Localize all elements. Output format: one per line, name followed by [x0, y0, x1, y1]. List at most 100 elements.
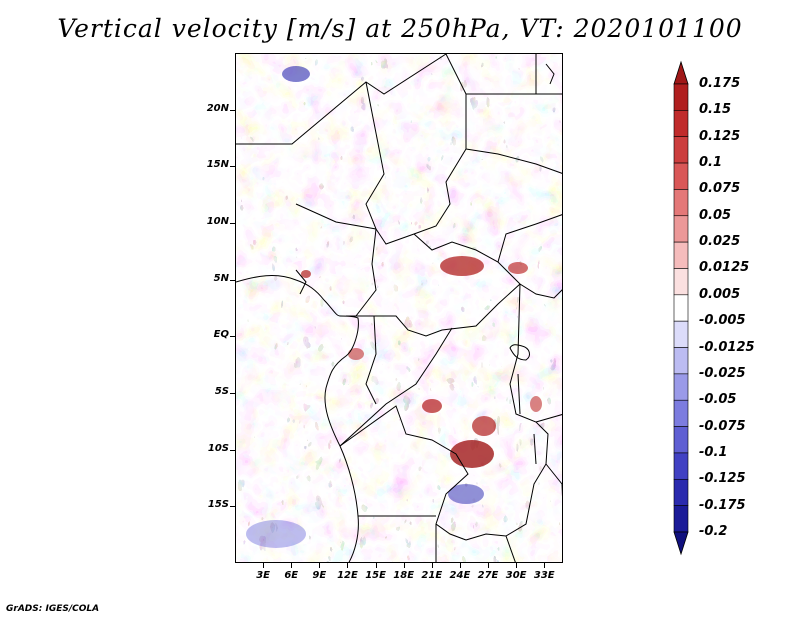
- colorbar-segment: [673, 189, 689, 217]
- longitude-tick-label: 21E: [421, 570, 443, 581]
- colorbar-tick-label: -0.025: [699, 365, 746, 381]
- colorbar-tick-label: 0.005: [699, 286, 741, 302]
- border-angola: [339, 405, 469, 541]
- colorbar-segment: [673, 399, 689, 427]
- border-congo-gabon: [365, 315, 377, 405]
- border-drc-west: [339, 327, 453, 447]
- updraft-cell: [348, 348, 364, 360]
- updraft-cell: [472, 416, 496, 436]
- colorbar-tick-label: 0.025: [699, 234, 741, 250]
- map-panel: [235, 53, 563, 563]
- colorbar-segment: [673, 347, 689, 375]
- latitude-tick-label: EQ: [213, 329, 229, 341]
- colorbar-tick-label: 0.125: [699, 128, 741, 144]
- border-chad: [375, 54, 467, 245]
- downdraft-cell: [246, 520, 306, 548]
- colorbar-tick-label: -0.005: [699, 313, 746, 329]
- colorbar-segment: [673, 162, 689, 190]
- colorbar-tick-label: -0.2: [699, 524, 728, 539]
- border-sahel: [295, 203, 377, 230]
- colorbar-tick-label: -0.0125: [699, 339, 755, 355]
- colorbar-segment: [673, 136, 689, 164]
- longitude-tick: [291, 563, 293, 568]
- longitude-tick-label: 6E: [284, 570, 299, 581]
- border-south-sudan: [497, 214, 562, 263]
- longitude-tick: [319, 563, 321, 568]
- colorbar-tick-label: 0.1: [699, 155, 723, 171]
- longitude-tick-label: 12E: [337, 570, 358, 581]
- latitude-tick-label: 15N: [206, 159, 229, 171]
- updraft-cell: [508, 262, 528, 274]
- longitude-tick: [347, 563, 349, 568]
- longitude-tick-label: 3E: [256, 570, 270, 581]
- colorbar-segment: [673, 241, 689, 269]
- colorbar-tick-label: -0.075: [699, 418, 746, 434]
- software-credit: GrADS: IGES/COLA: [6, 604, 100, 614]
- coastline-west: [236, 275, 359, 562]
- longitude-tick: [488, 563, 490, 568]
- colorbar-segment: [673, 268, 689, 296]
- longitude-tick: [263, 563, 265, 568]
- border-zimbabwe: [505, 535, 516, 562]
- lake-tanganyika: [517, 373, 521, 415]
- colorbar-segment: [673, 320, 689, 348]
- border-east: [465, 283, 549, 541]
- colorbar-tick-label: 0.0125: [699, 260, 750, 276]
- latitude-tick: [230, 393, 235, 394]
- latitude-tick: [230, 109, 235, 111]
- coast-nile-delta: [545, 63, 555, 85]
- colorbar-tick-label: -0.175: [699, 497, 746, 513]
- colorbar: [673, 60, 689, 556]
- colorbar-segment: [673, 215, 689, 243]
- figure-title: Vertical velocity [m/s] at 250hPa, VT: 2…: [57, 14, 743, 43]
- latitude-tick-label: 10N: [206, 216, 229, 227]
- colorbar-segment: [673, 83, 689, 111]
- velocity-field-detail: [236, 54, 562, 562]
- latitude-tick: [230, 336, 235, 338]
- updraft-cell: [422, 399, 442, 413]
- latitude-tick-label: 5N: [213, 272, 229, 284]
- latitude-tick-label: 10S: [207, 442, 229, 454]
- colorbar-segment: [673, 505, 689, 533]
- colorbar-segment: [673, 294, 689, 322]
- latitude-tick-label: 5S: [214, 386, 229, 397]
- colorbar-tick-label: 0.15: [699, 102, 732, 118]
- colorbar-tick-label: -0.1: [699, 444, 728, 460]
- colorbar-tick-label: 0.05: [699, 207, 732, 223]
- colorbar-tick-label: -0.05: [699, 392, 737, 408]
- coast-inlet: [295, 269, 307, 295]
- longitude-tick-label: 18E: [393, 570, 415, 581]
- colorbar-max-arrow: [673, 60, 689, 85]
- updraft-cell: [450, 440, 494, 468]
- colorbar-segment: [673, 426, 689, 454]
- colorbar-segment: [673, 373, 689, 401]
- longitude-tick: [375, 563, 377, 568]
- longitude-tick-label: 27E: [477, 570, 499, 581]
- longitude-tick: [403, 563, 405, 568]
- downdraft-cell: [282, 66, 310, 82]
- longitude-tick: [544, 563, 546, 568]
- latitude-tick: [230, 166, 235, 168]
- strong-updraft-cells: [301, 256, 542, 468]
- longitude-tick-label: 15E: [365, 570, 386, 581]
- downdraft-cell: [448, 484, 484, 504]
- colorbar-segment: [673, 478, 689, 506]
- lake-malawi: [533, 433, 537, 465]
- country-borders: [236, 54, 562, 562]
- border-mozambique: [545, 463, 562, 497]
- longitude-tick-label: 33E: [533, 570, 555, 581]
- longitude-tick-label: 30E: [505, 570, 527, 581]
- border-congo-north: [346, 283, 521, 337]
- updraft-cell: [530, 396, 542, 412]
- colorbar-min-arrow: [673, 531, 689, 556]
- border-tanzania: [535, 414, 562, 423]
- updraft-cell: [440, 256, 484, 276]
- longitude-tick-label: 24E: [449, 570, 471, 581]
- latitude-tick: [230, 506, 235, 508]
- latitude-tick: [230, 279, 235, 281]
- border-sudan: [465, 148, 562, 174]
- strong-downdraft-cells: [246, 66, 484, 548]
- latitude-tick-label: 15S: [207, 499, 229, 511]
- lake-victoria: [509, 344, 530, 361]
- longitude-tick: [516, 563, 518, 568]
